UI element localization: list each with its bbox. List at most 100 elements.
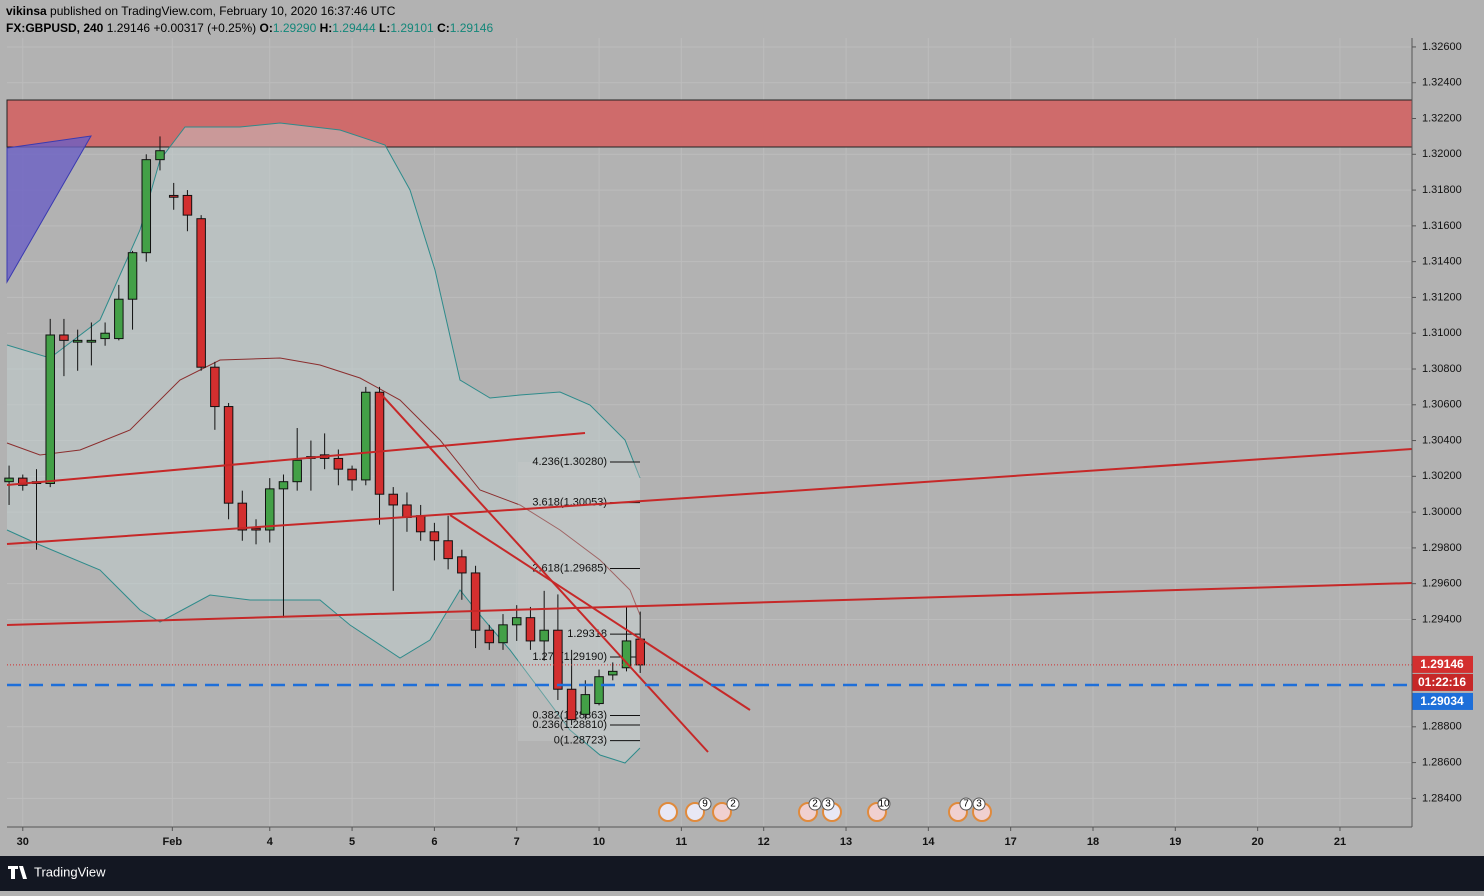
y-tick-label: 1.31400 xyxy=(1422,256,1462,268)
event-badges: 9 2 2 3 10 7 3 xyxy=(698,797,986,811)
h-label: H: xyxy=(320,21,333,35)
grid xyxy=(7,38,1412,827)
x-tick-label: 10 xyxy=(593,836,605,848)
trend-line xyxy=(6,432,586,486)
y-tick-label: 1.29400 xyxy=(1422,613,1462,625)
trend-line xyxy=(379,392,709,753)
trend-line xyxy=(449,514,751,711)
candle-body xyxy=(114,298,124,340)
price: 1.29146 xyxy=(107,21,151,35)
event-badge xyxy=(972,797,986,811)
bollinger-mid xyxy=(6,357,641,616)
candle-body xyxy=(237,502,248,531)
us-flag xyxy=(712,802,732,822)
y-tick-label: 1.28800 xyxy=(1422,721,1462,733)
alert-price-box xyxy=(1412,692,1473,710)
y-tick-label: 1.30800 xyxy=(1422,363,1462,375)
x-tick-label: 12 xyxy=(758,836,770,848)
last-price-box xyxy=(1412,655,1473,673)
y-tick-label: 1.30000 xyxy=(1422,506,1462,518)
candle-body xyxy=(402,504,412,518)
y-tick-label: 1.28400 xyxy=(1422,792,1462,804)
candle-body xyxy=(100,332,110,340)
candle-body xyxy=(539,629,549,642)
bollinger-upper xyxy=(6,122,641,479)
candle-body xyxy=(223,406,234,504)
y-tick-label: 1.32400 xyxy=(1422,77,1462,89)
y-tick-label: 1.30200 xyxy=(1422,470,1462,482)
close: 1.29146 xyxy=(450,21,494,35)
y-tick-label: 1.28600 xyxy=(1422,756,1462,768)
countdown-label: 01:22:16 xyxy=(1418,675,1466,689)
candle-body xyxy=(525,617,536,642)
candle-body xyxy=(141,159,152,254)
event-count: 2 xyxy=(730,799,736,810)
bollinger-lower xyxy=(6,529,641,764)
axes: 1.28400 1.28600 1.28800 1.29400 1.29600 1.298… xyxy=(17,41,1462,848)
footer-bar xyxy=(0,856,1484,891)
symbol: FX:GBPUSD, 240 xyxy=(6,21,104,35)
candle-body xyxy=(484,629,495,644)
candle-body xyxy=(251,527,261,531)
candle-body xyxy=(608,670,618,676)
alert-price-label: 1.29034 xyxy=(1420,694,1464,708)
resistance-zone xyxy=(6,99,1413,148)
fib-label: 0.236(1.28810) xyxy=(532,719,607,731)
candle-body xyxy=(361,391,371,481)
candle-body xyxy=(4,477,14,483)
candle-body xyxy=(470,572,481,631)
candle-body xyxy=(59,334,69,341)
candle-body xyxy=(580,694,591,715)
candle-body xyxy=(18,477,28,486)
y-tick-label: 1.31200 xyxy=(1422,291,1462,303)
fib-label: 1.272(1.29190) xyxy=(532,651,607,663)
price-levels: 1.29146 01:22:16 1.29034 xyxy=(7,655,1473,710)
y-tick-label: 1.31000 xyxy=(1422,327,1462,339)
candle-body xyxy=(72,339,83,343)
candle-body xyxy=(415,515,426,533)
x-tick-label: 14 xyxy=(922,836,935,848)
x-tick-label: 13 xyxy=(840,836,852,848)
symbol-line: FX:GBPUSD, 240 1.29146 +0.00317 (+0.25%)… xyxy=(6,21,493,35)
bollinger-fill xyxy=(7,123,640,763)
candle-body xyxy=(374,391,385,495)
x-tick-label: 6 xyxy=(431,836,437,848)
low: 1.29101 xyxy=(390,21,434,35)
y-tick-label: 1.32200 xyxy=(1422,112,1462,124)
event-count: 7 xyxy=(963,799,969,810)
brand: TradingView xyxy=(34,864,106,879)
candle-body xyxy=(168,194,179,198)
candle-body xyxy=(127,252,138,300)
candle-body xyxy=(553,629,563,690)
event-count: 9 xyxy=(702,799,708,810)
x-tick-label: 11 xyxy=(676,836,688,848)
y-tick-label: 1.31600 xyxy=(1422,220,1462,232)
x-tick-label: 20 xyxy=(1252,836,1264,848)
candle-body xyxy=(292,459,302,483)
trend-line xyxy=(6,582,1413,626)
candle-body xyxy=(443,540,453,560)
x-tick-label: 21 xyxy=(1334,836,1346,848)
c-label: C: xyxy=(437,21,450,35)
candle-body xyxy=(511,617,522,626)
candle-body xyxy=(347,468,357,481)
event-count: 2 xyxy=(812,799,818,810)
y-tick-label: 1.29800 xyxy=(1422,542,1462,554)
candle-body xyxy=(196,218,206,368)
candle-body xyxy=(457,556,467,574)
fib-label: 4.236(1.30280) xyxy=(532,456,607,468)
trend-line xyxy=(6,448,1413,545)
candle-body xyxy=(621,640,632,669)
event-flags xyxy=(658,802,992,822)
event-badge xyxy=(808,797,822,811)
candle-body xyxy=(264,488,275,531)
candle-body xyxy=(278,481,289,490)
candle-body xyxy=(566,688,577,721)
fib-label: 2.618(1.29685) xyxy=(532,562,607,574)
x-tick-label: Feb xyxy=(163,836,183,848)
fib-label: 0(1.28723) xyxy=(554,734,607,746)
event-badge xyxy=(726,797,740,811)
candle-body xyxy=(429,531,440,542)
x-tick-label: 17 xyxy=(1005,836,1017,848)
